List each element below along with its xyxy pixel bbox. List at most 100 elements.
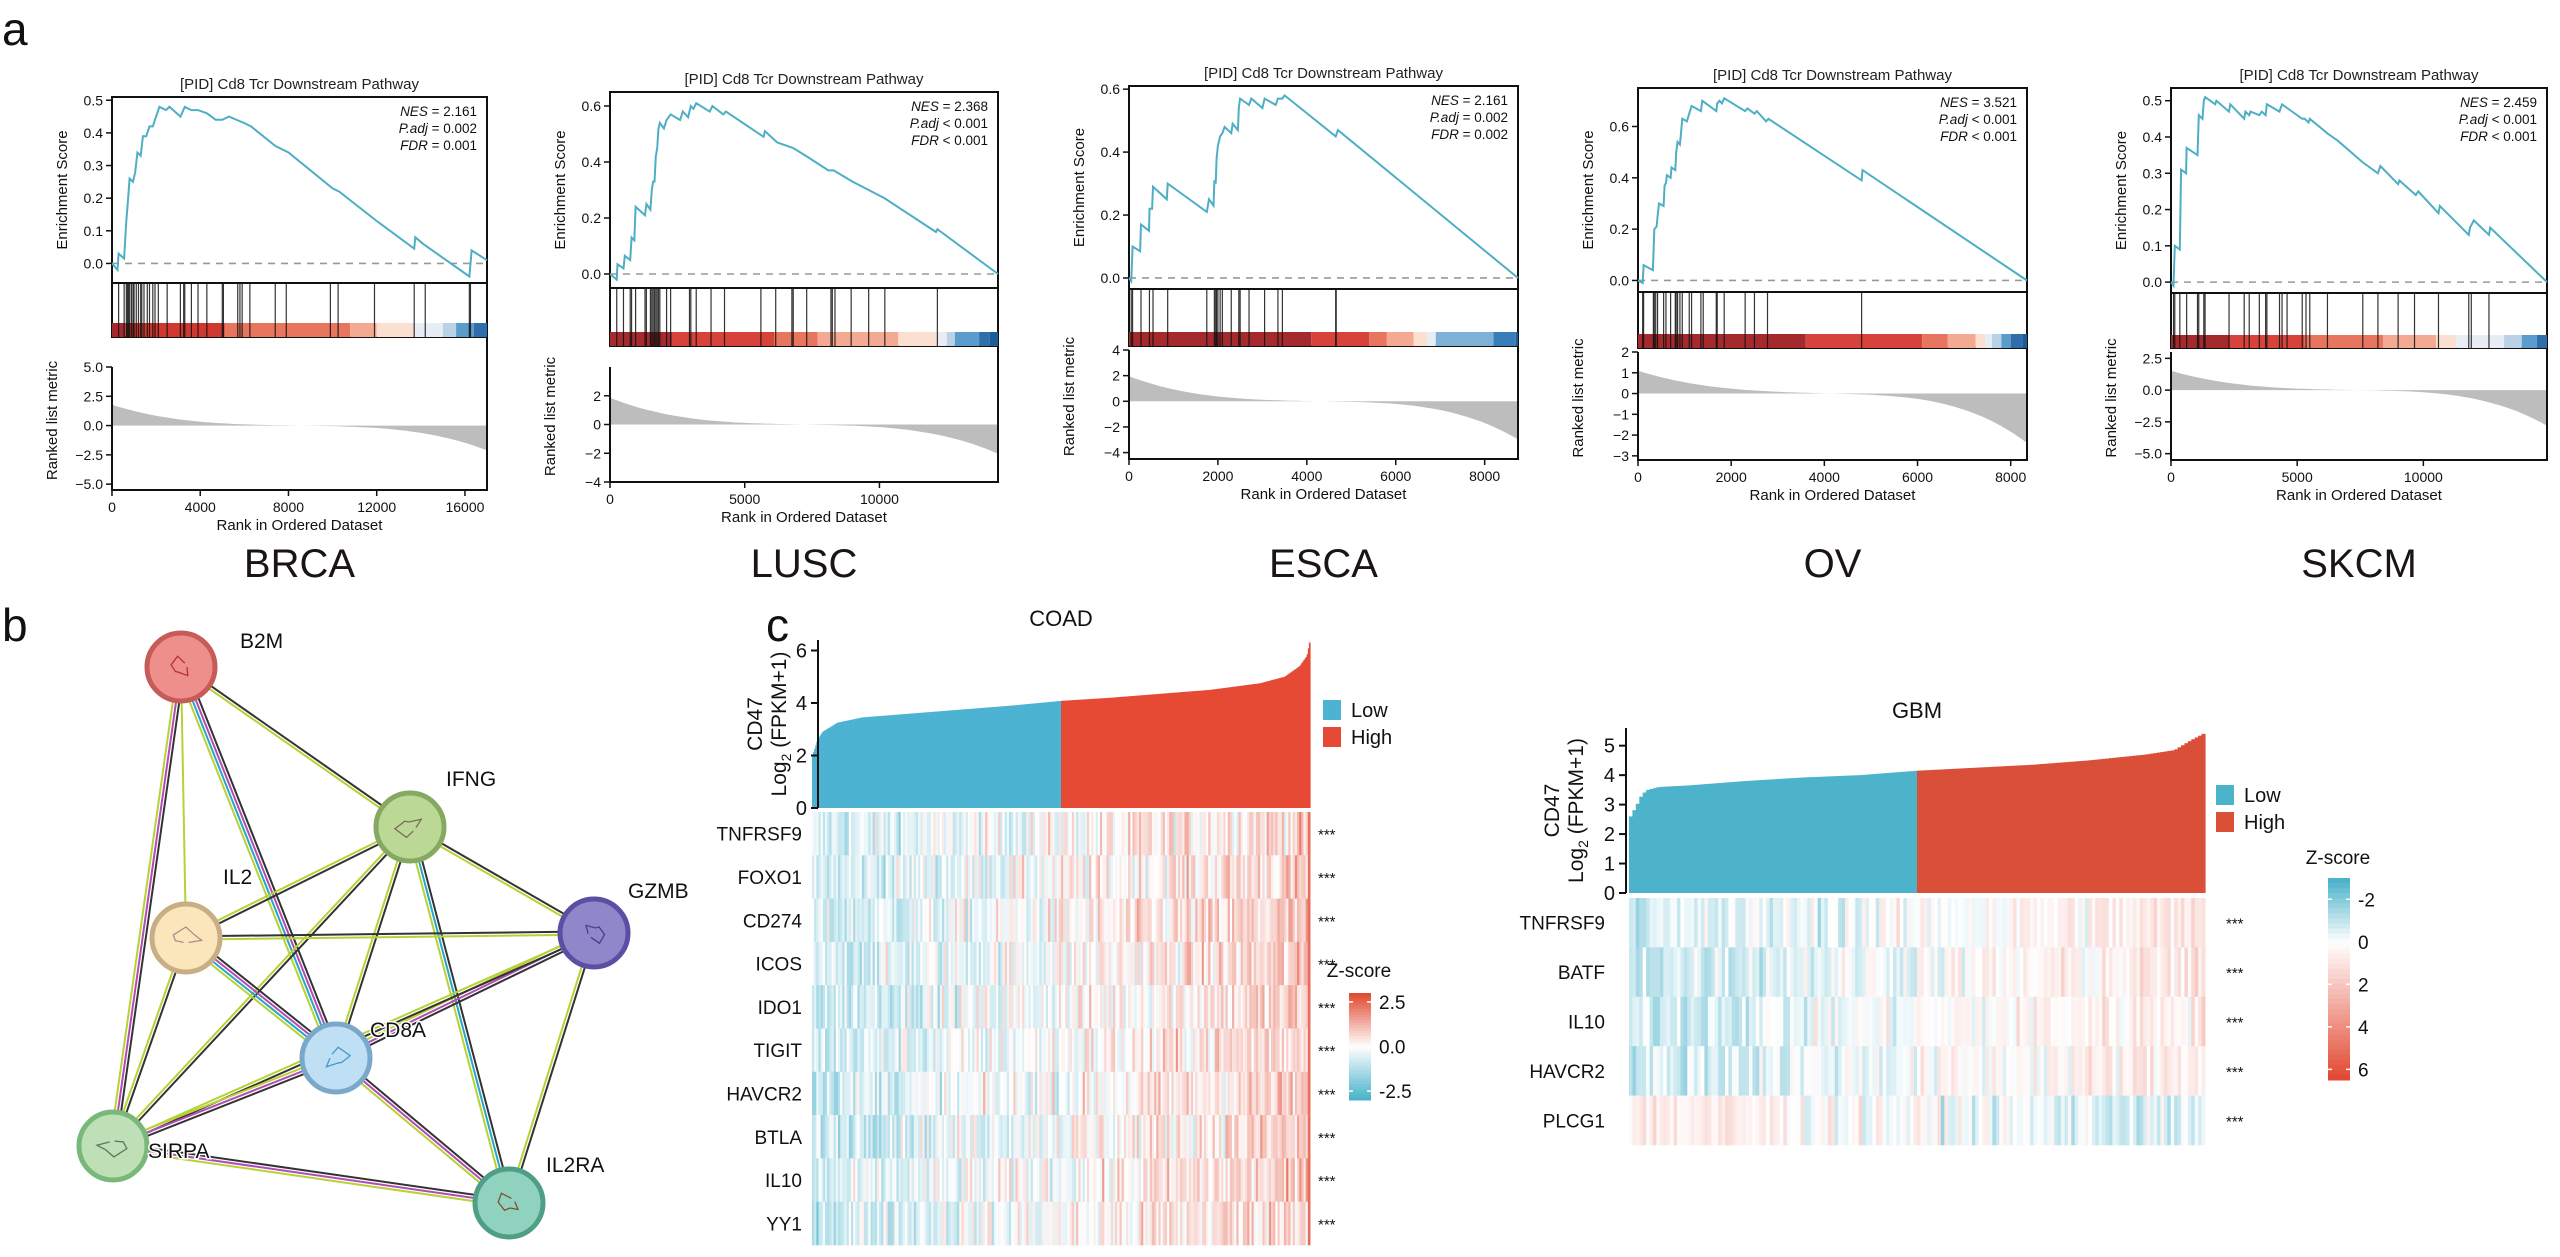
- heatmap-cell: [902, 941, 906, 986]
- heatmap-cell: [1180, 898, 1183, 943]
- heatmap-cell: [1238, 941, 1242, 986]
- metric-ytick-label: 2: [593, 388, 601, 404]
- heatmap-cell: [959, 941, 962, 986]
- heatmap-cell: [1234, 1071, 1237, 1116]
- heatmap-cell: [1125, 812, 1129, 856]
- node-sirpa: SIRPA: [76, 1109, 211, 1183]
- heatmap-cell: [2115, 947, 2120, 998]
- heatmap-cell: [857, 1028, 861, 1073]
- heatmap-cell: [2085, 947, 2089, 998]
- expression-bar: [1103, 698, 1105, 808]
- heatmap-cell: [2067, 996, 2072, 1047]
- heatmap-cell: [1019, 898, 1023, 943]
- heatmap-cell: [1128, 1071, 1131, 1116]
- heatmap-cell: [924, 1071, 928, 1116]
- heatmap-cell: [1923, 1095, 1928, 1146]
- heatmap-cell: [827, 985, 830, 1029]
- heatmap-cell: [1082, 1201, 1086, 1246]
- heatmap-cell: [1838, 1095, 1843, 1146]
- xlabel: Rank in Ordered Dataset: [217, 517, 384, 534]
- heatmap-cell: [1173, 1158, 1177, 1202]
- heatmap-cell: [837, 1028, 841, 1073]
- heatmap-cell: [2115, 1046, 2120, 1096]
- heatmap-cell: [1099, 941, 1103, 986]
- heatmap-cell: [933, 812, 936, 856]
- heatmap-cell: [1197, 812, 1201, 856]
- expression-bar: [1033, 703, 1036, 808]
- heatmap-cell: [937, 985, 941, 1029]
- heatmap-cell: [1084, 1115, 1088, 1159]
- heatmap-cell: [1779, 947, 1784, 998]
- heatmap-cell: [820, 1028, 824, 1073]
- expression-bar: [938, 711, 941, 808]
- heatmap-cell: [1210, 898, 1214, 943]
- heatmap-cell: [818, 941, 822, 986]
- heatmap-cell: [1177, 1115, 1181, 1159]
- heatmap-cell: [1076, 812, 1079, 856]
- heatmap-cell: [1063, 985, 1066, 1029]
- heatmap-cell: [846, 985, 850, 1029]
- heatmap-cell: [935, 985, 939, 1029]
- heatmap-cell: [1190, 1071, 1194, 1116]
- heatmap-cell: [892, 1158, 895, 1202]
- heatmap-cell: [2033, 898, 2038, 948]
- heatmap-cell: [2198, 947, 2203, 998]
- heatmap-cell: [1063, 1028, 1066, 1073]
- heatmap-cell: [1893, 898, 1897, 948]
- heatmap-cell: [840, 1115, 843, 1159]
- heatmap-cell: [885, 1201, 889, 1246]
- heatmap-cell: [2064, 1046, 2069, 1096]
- heatmap-cell: [1927, 1095, 1932, 1146]
- expression-bar: [1073, 700, 1076, 808]
- heatmap-cell: [870, 941, 874, 986]
- heatmap-cell: [1063, 1158, 1066, 1202]
- heatmap-cell: [2050, 1095, 2055, 1146]
- heatmap-cell: [1002, 1028, 1006, 1073]
- heatmap-cell: [944, 898, 947, 943]
- heatmap-cell: [1156, 985, 1159, 1029]
- heatmap-cell: [1238, 1158, 1242, 1202]
- heatmap-cell: [985, 812, 988, 856]
- heatmap-cell: [1108, 941, 1112, 986]
- gsea-plot-ov: [PID] Cd8 Tcr Downstream Pathway0.00.20.…: [1570, 67, 2028, 586]
- heatmap-cell: [1242, 812, 1246, 856]
- expression-bar: [918, 712, 920, 808]
- heatmap-cell: [1091, 1158, 1094, 1202]
- expression-bar: [1001, 706, 1004, 808]
- cancer-type-label: BRCA: [244, 542, 355, 586]
- cd47-expression-bars: [812, 642, 1311, 808]
- heatmap-cell: [1054, 1115, 1058, 1159]
- heatmap-cell: [1906, 1095, 1911, 1146]
- heatmap-cell: [1234, 941, 1237, 986]
- heatmap-cell: [970, 898, 973, 943]
- heatmap-cell: [1149, 1115, 1153, 1159]
- heatmap-cell: [931, 855, 934, 899]
- gsea-plot-skcm: [PID] Cd8 Tcr Downstream Pathway0.00.10.…: [2103, 67, 2548, 586]
- heatmap-cell: [1971, 1095, 1976, 1146]
- expression-bar: [1269, 680, 1272, 808]
- heatmap-cell: [1110, 941, 1114, 986]
- expression-bar: [852, 719, 854, 808]
- heatmap-cell: [944, 941, 947, 986]
- heatmap-cell: [1009, 855, 1012, 899]
- heatmap-cell: [1303, 1158, 1307, 1202]
- heatmap-cell: [814, 855, 817, 899]
- heatmap-cell: [1069, 941, 1073, 986]
- heatmap-cell: [1130, 985, 1133, 1029]
- expression-bar: [1017, 704, 1020, 808]
- heatmap-cell: [1279, 1158, 1283, 1202]
- heatmap-cell: [989, 941, 993, 986]
- heatmap-cell: [1143, 855, 1146, 899]
- heatmap-cell: [1110, 855, 1114, 899]
- heatmap-cell: [2194, 1095, 2199, 1146]
- heatmap-cell: [978, 855, 982, 899]
- colorbar-step: [2328, 1059, 2350, 1066]
- heatmap-cell: [1714, 898, 1719, 948]
- colorbar-step: [1349, 1043, 1371, 1047]
- heatmap-cell: [1725, 1095, 1729, 1146]
- heatmap-cell: [1045, 1158, 1049, 1202]
- heatmap-cell: [970, 1158, 973, 1202]
- heatmap-cell: [833, 1071, 837, 1116]
- heatmap-cell: [2071, 1095, 2076, 1146]
- expression-bar: [959, 709, 961, 808]
